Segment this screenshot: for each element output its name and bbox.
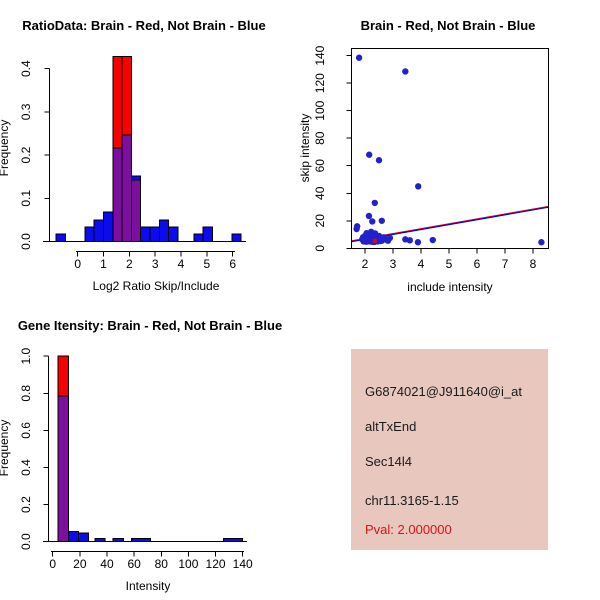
histogram-bar: [93, 219, 105, 242]
histogram-bar: [140, 226, 151, 243]
y-tick-label: 0.0: [19, 233, 33, 250]
gene-info-panel: G6874021@J911640@i_at altTxEnd Sec14l4 c…: [351, 349, 548, 550]
x-axis-label: Intensity: [126, 579, 171, 593]
x-tick-label: 2: [126, 257, 133, 271]
histogram-bar: [168, 226, 179, 243]
y-tick-label: 0.2: [19, 496, 33, 513]
histogram-bar: [67, 530, 79, 543]
scatter-point: [378, 217, 385, 224]
scatter-point: [377, 237, 384, 245]
y-tick-label: 20: [313, 214, 327, 228]
y-tick-label: 0.3: [19, 103, 33, 120]
red-marker-point: [372, 238, 377, 243]
y-tick-label: 0.6: [19, 422, 33, 439]
histogram-overlay-bar: [112, 147, 123, 242]
y-axis-label: skip intensity: [300, 114, 312, 183]
histogram-bar: [158, 219, 170, 242]
x-tick-label: 2: [362, 257, 369, 271]
x-tick-label: 60: [127, 557, 141, 571]
histogram-bar: [112, 537, 124, 543]
x-tick-label: 1: [100, 257, 107, 271]
histogram-bar: [149, 226, 160, 243]
location-text: chr11.3165-1.15: [365, 493, 459, 508]
x-axis-label: include intensity: [407, 280, 492, 294]
y-tick-label: 140: [313, 45, 327, 65]
x-tick-label: 3: [152, 257, 159, 271]
pval-text: Pval: 2.000000: [365, 522, 452, 537]
y-axis-label: Frequency: [0, 420, 11, 477]
y-tick-label: 0.1: [19, 190, 33, 207]
chart-title: Gene Itensity: Brain - Red, Not Brain - …: [18, 318, 282, 333]
x-tick-label: 120: [206, 557, 226, 571]
x-tick-label: 6: [229, 257, 236, 271]
histogram-bar: [193, 233, 204, 243]
histogram-bar: [94, 537, 106, 543]
scatter-point: [365, 212, 373, 220]
scatter-point: [375, 157, 383, 164]
scatter-point: [371, 199, 378, 207]
x-axis-label: Log2 Ratio Skip/Include: [93, 279, 220, 293]
scatter-point: [414, 239, 422, 246]
x-tick-label: 40: [100, 557, 114, 571]
histogram-bar: [77, 532, 90, 543]
scatter-point: [386, 234, 394, 242]
gene-name-text: Sec14l4: [365, 454, 412, 469]
histogram-overlay-bar: [57, 395, 69, 543]
x-tick-label: 6: [474, 257, 481, 271]
histogram-bar: [202, 226, 214, 243]
histogram-bar: [55, 233, 66, 243]
x-tick-label: 3: [390, 257, 397, 271]
y-tick-label: 80: [313, 131, 327, 145]
scatter-point: [406, 237, 413, 244]
scatter-point: [538, 239, 545, 246]
scatter-point: [355, 54, 363, 61]
chart-title: RatioData: Brain - Red, Not Brain - Blue: [22, 18, 265, 33]
scatter-point: [366, 151, 373, 158]
x-tick-label: 140: [233, 557, 253, 571]
x-tick-label: 0: [74, 257, 81, 271]
y-tick-label: 120: [313, 73, 327, 93]
scatter-point: [369, 218, 376, 225]
y-tick-label: 0.4: [19, 459, 33, 476]
y-tick-label: 0.8: [19, 385, 33, 402]
histogram-overlay-bar: [121, 134, 132, 243]
x-tick-label: 4: [418, 257, 425, 271]
event-type-text: altTxEnd: [365, 419, 417, 434]
ratio-histogram-panel: 0.0 0.1 0.2 0.3 0.4 0 1 2 3 4 5 6 RatioData: Brain -…: [0, 18, 266, 293]
probe-id-text: G6874021@J911640@i_at: [365, 384, 522, 399]
x-tick-label: 5: [204, 257, 211, 271]
y-tick-label: 60: [313, 159, 327, 173]
scatter-point: [402, 68, 409, 75]
scatter-point: [353, 225, 360, 233]
chart-title: Brain - Red, Not Brain - Blue: [361, 18, 536, 33]
histogram-bar: [130, 537, 151, 543]
x-tick-label: 5: [446, 257, 453, 271]
x-tick-label: 7: [502, 257, 509, 271]
x-tick-label: 80: [155, 557, 169, 571]
histogram-bar: [84, 226, 95, 243]
y-tick-label: 0.4: [19, 60, 33, 77]
y-axis-label: Frequency: [0, 120, 11, 177]
histogram-bar: [231, 233, 242, 243]
y-tick-label: 0: [313, 245, 327, 252]
gene-intensity-histogram-panel: 0.0 0.2 0.4 0.6 0.8 1.0 0 20 40 60 80 100 120 140 Gene…: [0, 318, 282, 593]
y-tick-label: 40: [313, 186, 327, 200]
y-tick-label: 0.0: [19, 533, 33, 550]
histogram-bar: [103, 211, 114, 242]
x-tick-label: 20: [73, 557, 87, 571]
x-tick-label: 0: [49, 557, 56, 571]
scatter-point: [415, 183, 422, 190]
x-tick-label: 8: [530, 257, 537, 271]
y-tick-label: 0.2: [19, 146, 33, 163]
histogram-overlay-bar: [130, 179, 142, 243]
x-tick-label: 100: [178, 557, 198, 571]
x-tick-label: 4: [178, 257, 185, 271]
plot-box: [351, 47, 549, 249]
y-tick-label: 100: [313, 100, 327, 120]
y-tick-label: 1.0: [19, 348, 33, 365]
histogram-bar: [223, 537, 244, 543]
scatter-point: [429, 236, 436, 244]
